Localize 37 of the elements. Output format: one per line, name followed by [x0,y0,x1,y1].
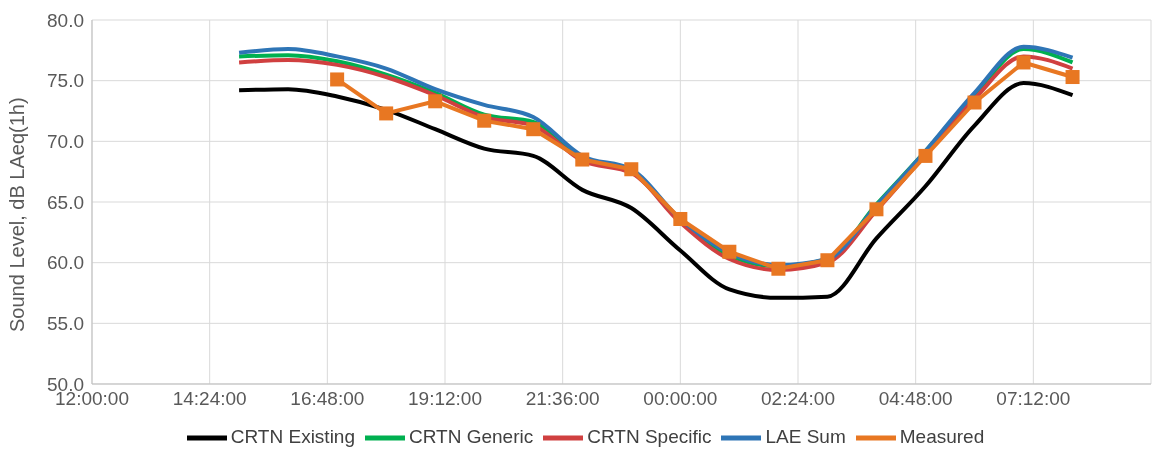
point [428,94,443,109]
point [379,106,394,121]
legend-label: CRTN Specific [587,426,712,448]
legend-label: Measured [899,426,985,448]
y-tick-label: 55.0 [47,313,84,335]
y-tick-label: 65.0 [47,191,84,213]
legend-label: CRTN Generic [409,426,534,448]
point [967,95,982,110]
point [673,211,688,226]
point [575,152,590,167]
point [330,72,345,87]
point [771,261,786,276]
legend-label: CRTN Existing [230,426,355,448]
point [1016,55,1031,70]
y-tick-label: 60.0 [47,252,84,274]
point [722,244,737,259]
x-tick-label: 21:36:00 [525,388,600,410]
point [526,122,541,137]
line-series [237,81,1075,300]
x-tick-label: 16:48:00 [290,388,365,410]
point [477,113,492,128]
point [820,253,835,268]
x-tick-label: 07:12:00 [996,388,1071,410]
legend-label: LAE Sum [765,426,846,448]
x-tick-label: 14:24:00 [172,388,247,410]
x-tick-label: 19:12:00 [408,388,482,410]
point [1065,70,1080,85]
point [918,148,933,163]
x-tick-label: 02:24:00 [761,388,835,410]
point [624,162,639,177]
y-tick-label: 75.0 [47,70,84,92]
x-tick-label: 00:00:00 [643,388,718,410]
point [869,202,884,217]
y-tick-label: 70.0 [47,131,84,153]
y-tick-label: 80.0 [47,9,84,31]
y-axis-title: Sound Level, dB LAeq(1h) [6,97,29,332]
x-tick-label: 04:48:00 [878,388,953,410]
